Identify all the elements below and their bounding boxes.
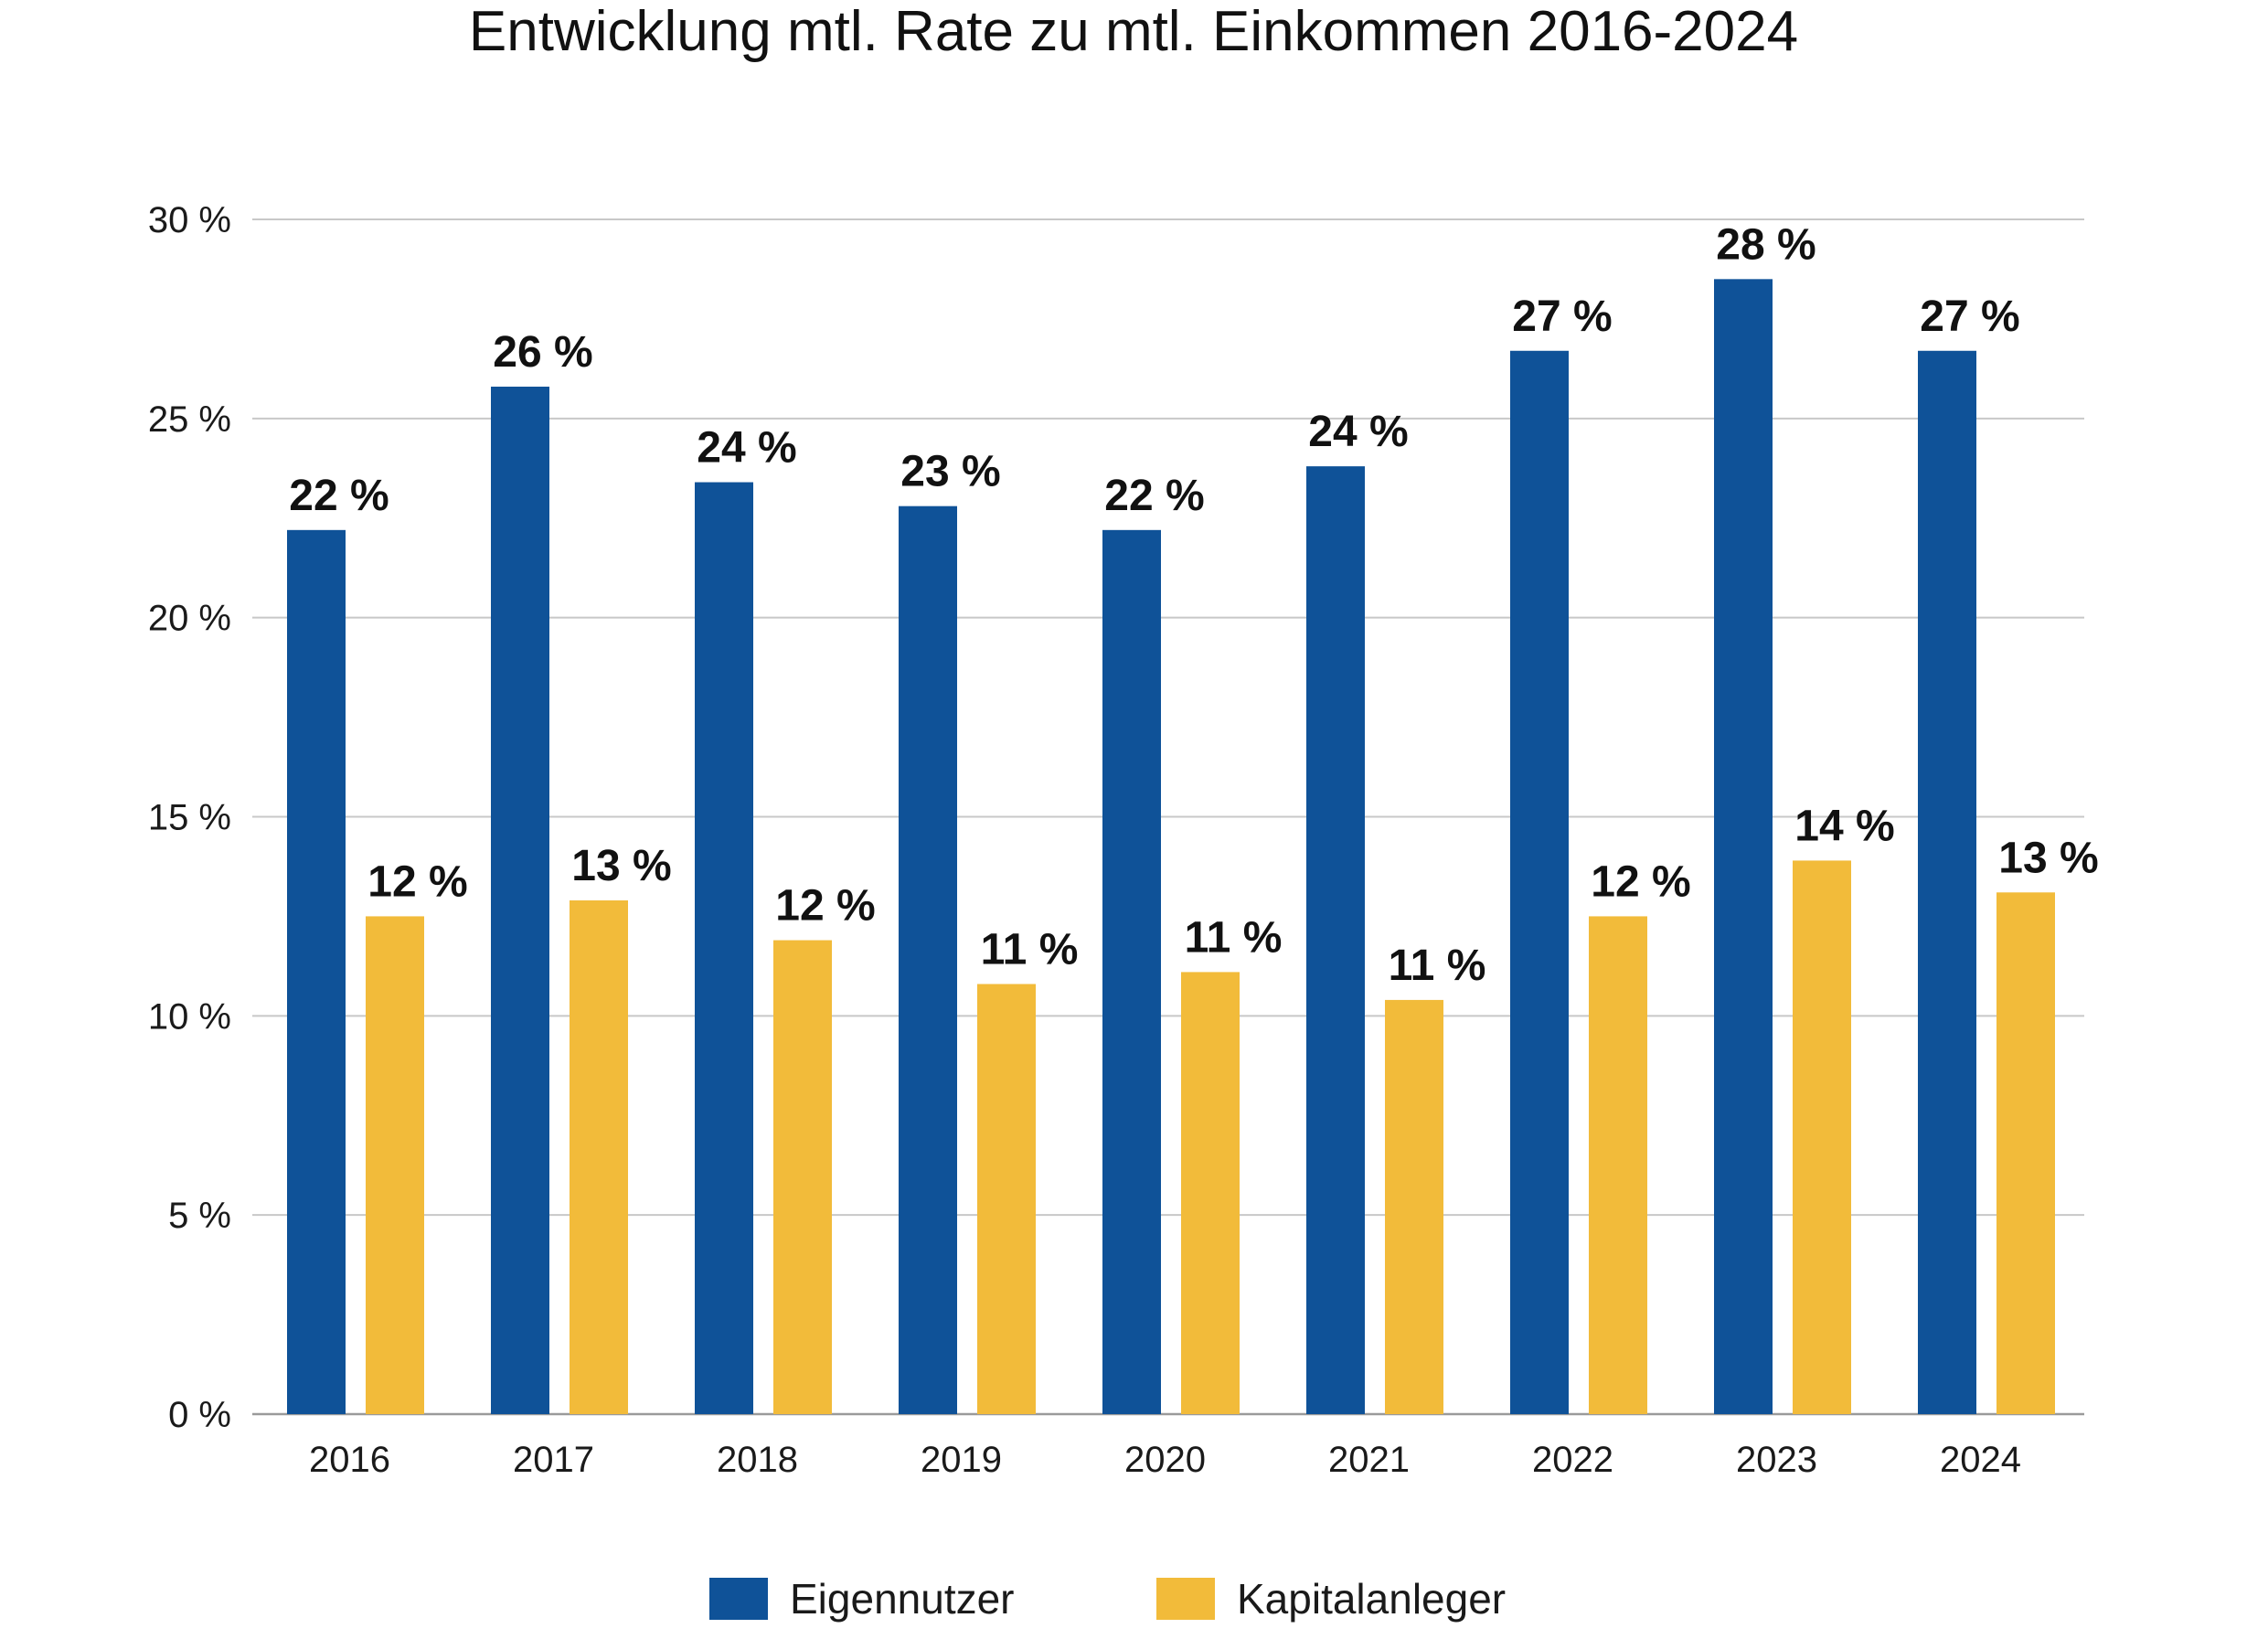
bar-kapitalanleger-2023 [1793,860,1851,1414]
data-label-eigennutzer-2017: 26 % [493,328,592,377]
bar-eigennutzer-2023 [1714,279,1773,1415]
bar-kapitalanleger-2024 [1996,892,2055,1414]
x-tick-label-2020: 2020 [1124,1440,1206,1480]
y-tick-label: 15 % [148,798,231,838]
data-label-kapitalanleger-2016: 12 % [367,857,467,906]
data-label-kapitalanleger-2023: 14 % [1794,802,1894,850]
data-label-eigennutzer-2016: 22 % [289,472,389,520]
data-label-kapitalanleger-2019: 11 % [981,925,1079,974]
bars [287,279,2055,1415]
gridlines [252,218,2084,1416]
x-tick-label-2021: 2021 [1328,1440,1410,1480]
x-axis-ticks: 2016 2017 2018 2019 2020 2021 2022 2023 2024 [309,1440,2021,1480]
data-label-eigennutzer-2022: 27 % [1512,293,1612,341]
data-label-eigennutzer-2020: 22 % [1104,472,1204,520]
data-labels: 22 % 26 % 24 % 23 % 22 % 24 % 27 % 28 % 27 % 12 %… [289,220,2098,990]
y-tick-label: 5 % [168,1196,231,1236]
data-label-eigennutzer-2019: 23 % [900,448,1000,496]
bar-eigennutzer-2017 [491,386,549,1415]
data-label-eigennutzer-2018: 24 % [697,424,796,473]
bar-eigennutzer-2021 [1306,466,1365,1415]
x-tick-label-2022: 2022 [1532,1440,1613,1480]
data-label-kapitalanleger-2020: 11 % [1185,913,1283,962]
bar-kapitalanleger-2022 [1589,916,1647,1414]
data-label-kapitalanleger-2022: 12 % [1591,857,1690,906]
x-tick-label-2019: 2019 [921,1440,1002,1480]
chart-title: Entwicklung mtl. Rate zu mtl. Einkommen … [469,0,1798,63]
legend: Eigennutzer Kapitalanleger [709,1575,1506,1623]
bar-kapitalanleger-2021 [1385,999,1443,1414]
data-label-kapitalanleger-2021: 11 % [1389,942,1486,990]
bar-kapitalanleger-2019 [977,984,1036,1414]
bar-eigennutzer-2018 [695,482,753,1414]
legend-swatch-kapitalanleger [1156,1578,1215,1620]
data-label-eigennutzer-2023: 28 % [1716,220,1815,269]
x-tick-label-2023: 2023 [1736,1440,1817,1480]
x-tick-label-2024: 2024 [1940,1440,2021,1480]
y-tick-label: 30 % [148,200,231,240]
x-tick-label-2018: 2018 [717,1440,798,1480]
legend-label-eigennutzer: Eigennutzer [790,1575,1015,1623]
data-label-kapitalanleger-2024: 13 % [1998,834,2098,882]
bar-kapitalanleger-2018 [773,940,832,1414]
data-label-kapitalanleger-2017: 13 % [571,842,671,890]
bar-kapitalanleger-2020 [1181,972,1240,1414]
bar-eigennutzer-2020 [1102,529,1161,1414]
y-tick-label: 0 % [168,1395,231,1435]
y-axis-ticks: 0 % 5 % 10 % 15 % 20 % 25 % 30 % [148,200,231,1435]
legend-swatch-eigennutzer [709,1578,768,1620]
y-tick-label: 25 % [148,399,231,440]
x-tick-label-2016: 2016 [309,1440,390,1480]
bar-kapitalanleger-2016 [366,916,424,1414]
data-label-eigennutzer-2021: 24 % [1308,408,1408,456]
data-label-kapitalanleger-2018: 12 % [775,882,875,931]
bar-eigennutzer-2019 [899,506,957,1414]
y-tick-label: 20 % [148,599,231,639]
legend-label-kapitalanleger: Kapitalanleger [1237,1575,1506,1623]
bar-eigennutzer-2016 [287,529,346,1414]
y-tick-label: 10 % [148,996,231,1037]
bar-eigennutzer-2022 [1510,350,1569,1414]
data-label-eigennutzer-2024: 27 % [1920,293,2019,341]
bar-kapitalanleger-2017 [570,899,628,1414]
bar-eigennutzer-2024 [1918,350,1976,1414]
x-tick-label-2017: 2017 [513,1440,594,1480]
